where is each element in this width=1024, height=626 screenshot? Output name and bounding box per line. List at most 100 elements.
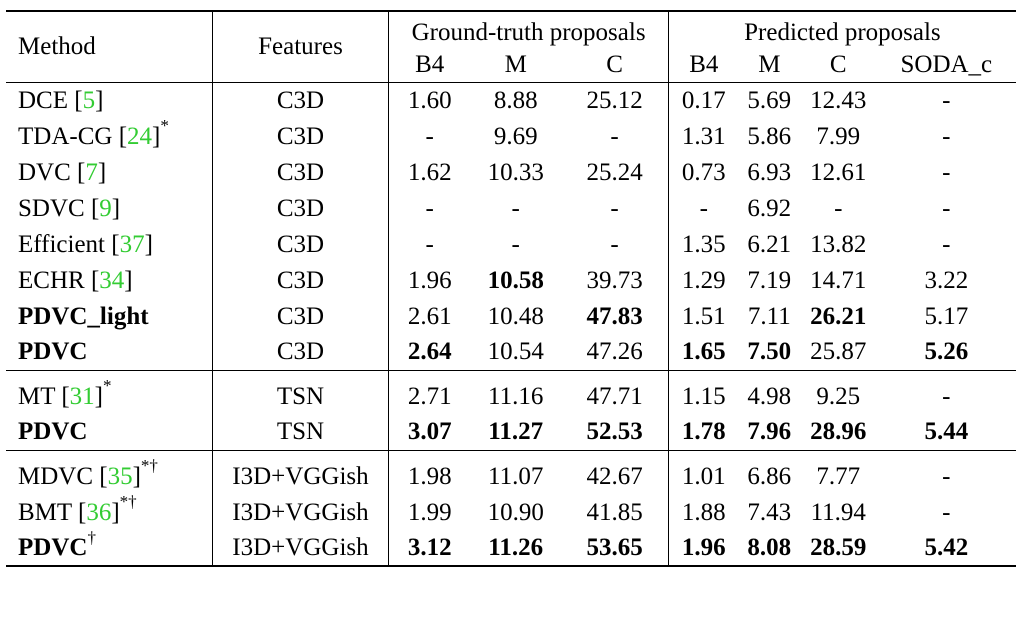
features-cell: C3D (211, 118, 389, 154)
pred-b4-cell: 1.51 (667, 298, 739, 334)
table-row: MT [31]* TSN 2.71 11.16 47.71 1.15 4.98 9.25- (6, 376, 1016, 414)
gt-c-cell: 41.85 (586, 498, 643, 526)
citation-link[interactable]: 37 (119, 230, 145, 258)
features-cell: C3D (211, 226, 389, 262)
pred-m-cell: 5.69 (738, 81, 800, 118)
citation-link[interactable]: 24 (127, 122, 153, 150)
gt-m-cell: - (511, 230, 520, 258)
header-method: Method (6, 10, 213, 82)
pred-c-cell: 26.21 (810, 302, 867, 330)
pred-b4-cell: 1.01 (667, 458, 739, 494)
pred-soda-cell: 5.26 (924, 338, 969, 366)
citation-link[interactable]: 7 (85, 158, 98, 186)
method-name: MDVC (18, 462, 100, 490)
citation-bracket: ] (152, 122, 161, 150)
table-row: PDVC TSN 3.07 11.27 52.53 1.78 7.96 28.96 5.44 (6, 414, 1016, 450)
citation-bracket: ] (94, 382, 103, 410)
pred-soda-cell: - (942, 194, 951, 222)
citation-link[interactable]: 5 (82, 86, 96, 114)
citation-bracket: [ (61, 382, 70, 410)
pred-m-cell: 7.43 (747, 498, 792, 526)
gt-b4-cell: - (388, 118, 471, 154)
citation-bracket: [ (99, 462, 108, 490)
gt-m-cell: 10.48 (487, 302, 544, 330)
citation-link[interactable]: 36 (86, 498, 112, 526)
citation-bracket: ] (95, 86, 104, 114)
gt-c-cell: 39.73 (586, 266, 643, 294)
method-cell: PDVC_light (6, 298, 212, 334)
group-separator (6, 369, 1016, 378)
gt-m-cell: 10.33 (487, 158, 544, 186)
method-cell: PDVC† (6, 527, 213, 567)
header-predicted-proposals: Predicted proposals (667, 10, 1016, 47)
header-gt-c: C (606, 50, 623, 78)
table-row: Efficient [37] C3D - - -1.35 6.21 13.82- (6, 226, 1016, 262)
pred-m-cell: 6.86 (747, 462, 792, 490)
citation-bracket: [ (118, 122, 128, 150)
pred-m-cell: 4.98 (747, 382, 792, 410)
gt-c-cell: 25.12 (561, 81, 669, 118)
pred-m-cell: 5.86 (747, 122, 792, 150)
method-cell: PDVC (6, 334, 212, 370)
gt-m-cell: 10.54 (487, 338, 544, 366)
pred-soda-cell: - (942, 498, 951, 526)
pred-b4-cell: 1.88 (667, 494, 739, 530)
citation-link[interactable]: 31 (69, 382, 95, 410)
method-name: ECHR (18, 266, 91, 294)
method-name: TDA-CG (18, 122, 119, 150)
pred-c-cell: 7.77 (816, 462, 861, 490)
features-cell: C3D (211, 334, 389, 370)
pred-soda-cell: - (942, 122, 951, 150)
table-header: Method Features Ground-truth proposals P… (6, 10, 1016, 82)
pred-b4-cell: 1.31 (667, 118, 739, 154)
method-cell: Efficient [37] (6, 226, 212, 262)
pred-m-cell: 7.50 (747, 338, 792, 366)
citation-bracket: ] (111, 194, 121, 222)
features-cell: TSN (211, 378, 389, 414)
method-footnote-mark: * (102, 376, 112, 396)
table-row: DVC [7] C3D 1.62 10.33 25.24 0.73 6.93 12.61- (6, 154, 1016, 190)
features-cell: I3D+VGGish (211, 458, 389, 494)
gt-c-cell: 52.53 (586, 418, 643, 446)
method-name: PDVC (18, 338, 88, 366)
header-pred-b4: B4 (667, 47, 739, 82)
gt-c-cell: 42.67 (586, 462, 643, 490)
citation-bracket: [ (77, 158, 86, 186)
method-name: Efficient (18, 230, 112, 258)
gt-b4-cell: 1.99 (388, 494, 471, 530)
gt-b4-cell: 2.61 (388, 298, 471, 334)
citation-bracket: [ (90, 194, 100, 222)
results-table: Method Features Ground-truth proposals P… (6, 10, 1016, 567)
table-row: MDVC [35]*† I3D+VGGish 1.98 11.07 42.67 1.01 6… (6, 457, 1016, 494)
pred-c-cell: 7.99 (816, 122, 861, 150)
header-ground-truth-proposals: Ground-truth proposals (388, 10, 669, 47)
group-separator (6, 449, 1016, 458)
gt-m-cell: 8.88 (470, 81, 562, 118)
method-cell: SDVC [9] (6, 190, 212, 226)
method-name: MT (18, 382, 62, 410)
citation-link[interactable]: 35 (107, 462, 133, 490)
pred-m-cell: 6.21 (747, 230, 792, 258)
pred-b4-cell: 1.35 (667, 226, 739, 262)
gt-m-cell: 10.58 (487, 266, 544, 294)
header-features: Features (211, 10, 389, 82)
pred-c-cell: 14.71 (810, 266, 867, 294)
gt-c-cell: 47.83 (586, 302, 643, 330)
method-cell: MDVC [35]*† (6, 457, 212, 494)
citation-bracket: [ (90, 266, 100, 294)
gt-m-cell: 9.69 (493, 122, 538, 150)
citation-bracket: ] (97, 158, 107, 186)
citation-link[interactable]: 34 (99, 266, 125, 294)
citation-link[interactable]: 9 (99, 194, 112, 222)
gt-m-cell: 11.07 (488, 462, 544, 490)
pred-b4-cell: 1.96 (667, 530, 739, 567)
method-footnote-mark: † (87, 527, 96, 547)
features-cell: C3D (211, 154, 389, 190)
citation-bracket: ] (144, 230, 153, 258)
pred-c-cell: 28.96 (810, 418, 867, 446)
method-name: PDVC (18, 534, 88, 561)
pred-b4-cell: 1.29 (667, 262, 739, 298)
features-cell: C3D (211, 81, 389, 118)
citation-bracket: [ (77, 498, 87, 526)
features-cell: C3D (211, 262, 389, 298)
